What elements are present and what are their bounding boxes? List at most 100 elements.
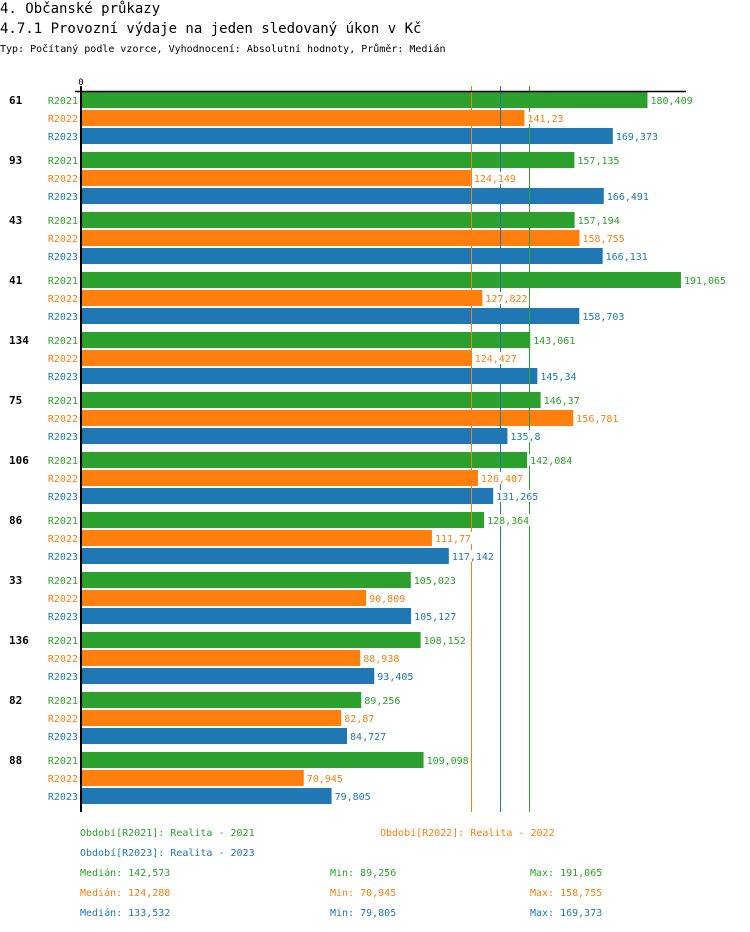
bar-r2022 — [82, 230, 580, 246]
value-label-bg — [479, 472, 525, 484]
value-label: 141,23 — [527, 114, 563, 125]
bar-r2022 — [82, 710, 342, 726]
value-label-bg — [529, 454, 574, 466]
series-label: R2022 — [48, 234, 78, 245]
series-label: R2023 — [48, 312, 78, 323]
bar-r2022 — [82, 110, 525, 126]
series-label: R2021 — [48, 576, 78, 587]
series-label: R2021 — [48, 756, 78, 767]
series-label: R2023 — [48, 552, 78, 563]
value-label: 70,945 — [307, 774, 343, 785]
series-label: R2022 — [48, 294, 78, 305]
series-label: R2021 — [48, 516, 78, 527]
value-label: 127,822 — [485, 294, 527, 305]
value-label: 128,364 — [487, 516, 529, 527]
stat-median-r2023: Medián: 133,532 — [80, 908, 171, 919]
value-label-bg — [305, 772, 345, 784]
value-label-bg — [450, 550, 496, 562]
series-label: R2023 — [48, 492, 78, 503]
stat-min-r2023: Min: 79,805 — [330, 908, 397, 919]
value-label: 124,149 — [474, 174, 516, 185]
chart-subtitle: Typ: Počítaný podle vzorce, Vyhodnocení:… — [0, 44, 446, 55]
bar-r2023 — [82, 368, 538, 384]
value-label-bg — [472, 172, 518, 184]
value-label: 109,098 — [427, 756, 469, 767]
series-label: R2021 — [48, 336, 78, 347]
value-label: 166,491 — [607, 192, 649, 203]
value-label-bg — [526, 112, 566, 124]
value-label: 105,127 — [414, 612, 456, 623]
value-label-bg — [349, 730, 388, 742]
value-label-bg — [343, 712, 376, 724]
value-label-bg — [486, 514, 531, 526]
category-label: 82 — [9, 694, 22, 707]
value-label: 143,061 — [533, 336, 575, 347]
bar-r2021 — [82, 752, 424, 768]
series-label: R2023 — [48, 372, 78, 383]
value-label: 93,405 — [377, 672, 413, 683]
value-label-bg — [682, 274, 728, 286]
stat-max-r2022: Max: 158,755 — [530, 888, 603, 899]
value-label-bg — [542, 394, 582, 406]
value-label: 124,427 — [475, 354, 517, 365]
value-label: 89,256 — [364, 696, 400, 707]
value-label: 146,37 — [544, 396, 580, 407]
bar-r2023 — [82, 488, 494, 504]
stat-max-r2021: Max: 191,065 — [530, 868, 603, 879]
legend-r2021: Období[R2021]: Realita - 2021 — [80, 828, 255, 839]
value-label-bg — [575, 412, 620, 424]
category-label: 93 — [9, 154, 22, 167]
bar-r2021 — [82, 632, 421, 648]
value-label: 191,065 — [684, 276, 726, 287]
legend-r2023: Období[R2023]: Realita - 2023 — [80, 848, 255, 859]
value-label-bg — [362, 652, 401, 664]
category-label: 136 — [9, 634, 29, 647]
value-label-bg — [495, 490, 540, 502]
category-label: 61 — [9, 94, 23, 107]
series-label: R2023 — [48, 192, 78, 203]
bar-r2021 — [82, 212, 575, 228]
category-label: 75 — [9, 394, 22, 407]
value-label-bg — [581, 310, 627, 322]
series-label: R2022 — [48, 114, 78, 125]
bar-r2023 — [82, 428, 508, 444]
value-label-bg — [539, 370, 578, 382]
value-label-bg — [614, 130, 660, 142]
bar-r2021 — [82, 92, 648, 108]
bar-r2021 — [82, 392, 541, 408]
category-label: 41 — [9, 274, 23, 287]
series-label: R2023 — [48, 432, 78, 443]
bar-r2021 — [82, 272, 681, 288]
value-label-bg — [368, 592, 407, 604]
value-label: 105,023 — [414, 576, 456, 587]
series-label: R2021 — [48, 636, 78, 647]
value-label-bg — [412, 574, 458, 586]
value-label: 126,407 — [481, 474, 523, 485]
series-label: R2022 — [48, 354, 78, 365]
series-label: R2021 — [48, 696, 78, 707]
series-label: R2023 — [48, 252, 78, 263]
value-label-bg — [425, 754, 471, 766]
series-label: R2023 — [48, 672, 78, 683]
value-label: 82,87 — [344, 714, 374, 725]
bar-r2021 — [82, 692, 362, 708]
value-label: 131,265 — [496, 492, 538, 503]
value-label: 169,373 — [616, 132, 658, 143]
bar-r2022 — [82, 290, 483, 306]
bar-r2022 — [82, 470, 478, 486]
value-label: 111,77 — [435, 534, 471, 545]
value-label: 158,755 — [582, 234, 624, 245]
series-label: R2022 — [48, 414, 78, 425]
chart-title: 4.7.1 Provozní výdaje na jeden sledovaný… — [0, 21, 422, 37]
value-label-bg — [363, 694, 402, 706]
category-label: 43 — [9, 214, 22, 227]
value-label: 90,809 — [369, 594, 405, 605]
value-label: 117,142 — [452, 552, 494, 563]
series-label: R2021 — [48, 156, 78, 167]
series-label: R2023 — [48, 732, 78, 743]
value-label-bg — [604, 250, 650, 262]
series-label: R2022 — [48, 174, 78, 185]
value-label: 166,131 — [606, 252, 648, 263]
value-label: 157,194 — [578, 216, 620, 227]
value-label: 84,727 — [350, 732, 386, 743]
